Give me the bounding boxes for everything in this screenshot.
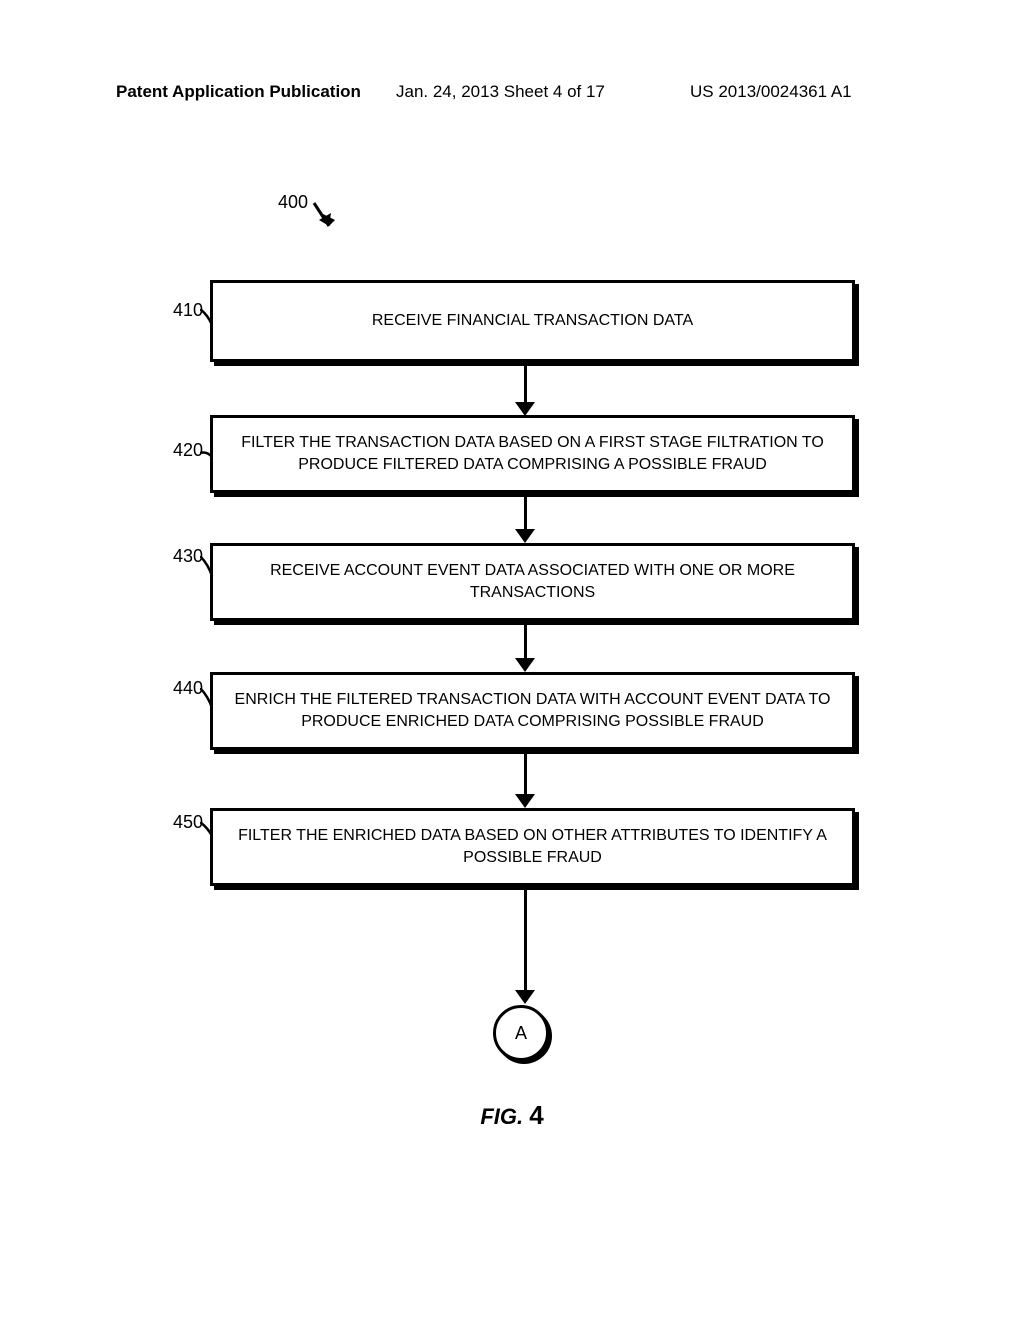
flow-box-text: RECEIVE FINANCIAL TRANSACTION DATA (372, 310, 693, 332)
ref-450: 450 (173, 812, 203, 833)
ref-420: 420 (173, 440, 203, 461)
page: Patent Application Publication Jan. 24, … (0, 0, 1024, 1320)
ref-440: 440 (173, 678, 203, 699)
flow-box-430: RECEIVE ACCOUNT EVENT DATA ASSOCIATED WI… (210, 543, 855, 621)
figure-caption-num: 4 (529, 1100, 543, 1130)
flow-box-450: FILTER THE ENRICHED DATA BASED ON OTHER … (210, 808, 855, 886)
header-right: US 2013/0024361 A1 (690, 82, 852, 102)
ref-main-label: 400 (278, 192, 308, 213)
flow-box-440: ENRICH THE FILTERED TRANSACTION DATA WIT… (210, 672, 855, 750)
leader-450 (200, 822, 214, 840)
flow-box-text: RECEIVE ACCOUNT EVENT DATA ASSOCIATED WI… (231, 560, 834, 603)
off-page-connector: A (493, 1005, 549, 1061)
leader-420 (200, 449, 214, 463)
flow-box-420: FILTER THE TRANSACTION DATA BASED ON A F… (210, 415, 855, 493)
leader-440 (200, 688, 214, 710)
flow-box-410: RECEIVE FINANCIAL TRANSACTION DATA (210, 280, 855, 362)
leader-430 (200, 556, 214, 578)
ref-410: 410 (173, 300, 203, 321)
ref-main-leader-arrow (311, 200, 341, 240)
flow-box-text: ENRICH THE FILTERED TRANSACTION DATA WIT… (231, 689, 834, 732)
flow-box-text: FILTER THE ENRICHED DATA BASED ON OTHER … (231, 825, 834, 868)
figure-caption: FIG. 4 (0, 1100, 1024, 1131)
header-mid: Jan. 24, 2013 Sheet 4 of 17 (396, 82, 605, 102)
connector-label: A (515, 1023, 527, 1044)
ref-430: 430 (173, 546, 203, 567)
header-left: Patent Application Publication (116, 82, 361, 102)
figure-caption-prefix: FIG. (480, 1104, 523, 1129)
flow-box-text: FILTER THE TRANSACTION DATA BASED ON A F… (231, 432, 834, 475)
leader-410 (200, 309, 214, 329)
